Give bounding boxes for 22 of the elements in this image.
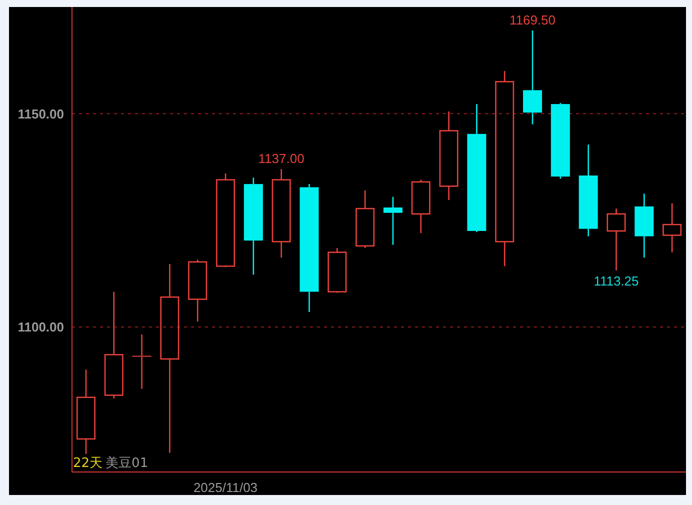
annotation: 1113.25 — [594, 273, 639, 288]
candlestick — [495, 70, 514, 267]
candlestick — [76, 368, 96, 455]
candlestick — [662, 202, 682, 253]
candlestick — [523, 30, 542, 125]
annotation: 1169.50 — [509, 12, 556, 28]
y-tick-label: 1150.00 — [18, 106, 64, 122]
y-tick-label: 1100.00 — [18, 320, 64, 335]
candlestick — [467, 103, 486, 233]
annotation: 1137.00 — [258, 151, 304, 166]
x-tick-label: 2025/11/03 — [193, 480, 258, 495]
candlestick — [300, 183, 319, 313]
candlestick — [439, 110, 458, 201]
candlestick — [383, 196, 402, 246]
candlestick — [272, 168, 291, 258]
annotation: 美豆01 — [106, 455, 148, 472]
candlestick — [634, 192, 654, 258]
candlestick — [578, 144, 598, 237]
annotation: 22天 — [73, 455, 103, 472]
candlestick — [160, 263, 180, 454]
candlestick — [606, 208, 626, 272]
candlestick — [132, 334, 152, 390]
